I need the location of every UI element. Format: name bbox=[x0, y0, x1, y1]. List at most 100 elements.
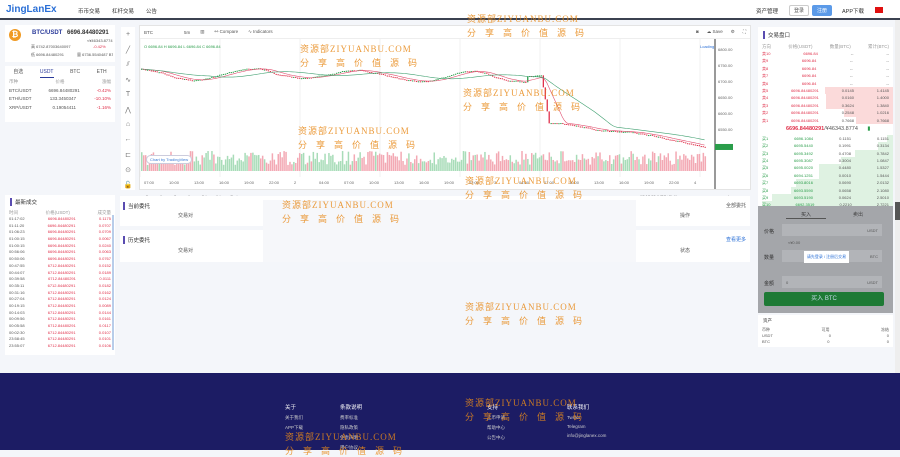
trade-row: 01:06:23 6696.84480291 0.0709 bbox=[5, 229, 115, 236]
sell-tab[interactable]: 卖出 bbox=[838, 211, 878, 218]
chart-canvas[interactable]: 6800.00 6750.00 6700.00 6650.00 6600.00 6550.… bbox=[140, 39, 750, 204]
candle bbox=[517, 81, 518, 82]
volume-bar bbox=[383, 155, 385, 171]
lock-icon[interactable]: 🔓 bbox=[123, 181, 133, 191]
trade-price: 6712.84480291 bbox=[48, 263, 76, 270]
channel-icon[interactable]: ⫽ bbox=[123, 61, 133, 71]
ruler-icon[interactable]: ⊏ bbox=[123, 151, 133, 161]
footer-link[interactable]: APP下载 bbox=[285, 425, 303, 431]
interval-select[interactable]: 5m bbox=[184, 30, 190, 35]
time-tick: 19:00 bbox=[244, 180, 255, 185]
buy-btc-button[interactable]: 买入 BTC bbox=[764, 292, 884, 306]
pattern-icon[interactable]: ⋀ bbox=[123, 106, 133, 116]
candle bbox=[395, 77, 396, 78]
candle-type-icon[interactable]: ▥ bbox=[200, 29, 204, 35]
footer-link[interactable]: 帮助中心 bbox=[487, 425, 505, 431]
asks-row[interactable]: 卖8 6696.84 -- -- bbox=[758, 65, 893, 72]
asks-row[interactable]: 卖6 6696.84 -- -- bbox=[758, 80, 893, 87]
trades-scrollbar[interactable] bbox=[112, 215, 114, 350]
asks-row[interactable]: 卖4 6696.84480291 0.0160 1.4000 bbox=[758, 94, 893, 101]
bids-row[interactable]: 买2 6695.5440 0.1991 0.3134 bbox=[758, 142, 893, 149]
footer-link[interactable]: 关于我们 bbox=[285, 415, 303, 421]
market-tab[interactable]: BTC bbox=[70, 66, 80, 78]
market-header[interactable]: 涨幅 bbox=[102, 78, 111, 87]
asks-row[interactable]: 卖10 6696.84 -- -- bbox=[758, 50, 893, 57]
measure-icon[interactable]: ⌂ bbox=[123, 121, 133, 131]
view-more-link[interactable]: 查看更多 bbox=[726, 236, 746, 243]
asks-row[interactable]: 卖5 6696.84480291 0.0145 1.4145 bbox=[758, 87, 893, 94]
settings-icon[interactable]: ⚙ bbox=[731, 29, 735, 35]
total-input[interactable]: 0 USDT bbox=[782, 276, 882, 288]
watermark: 资源部ZIYUANBU.COM bbox=[465, 300, 577, 313]
market-header[interactable]: 价格 bbox=[56, 78, 65, 87]
asks-row[interactable]: 卖3 6696.84480291 0.3624 1.3840 bbox=[758, 102, 893, 109]
nav-assets[interactable]: 资产管理 bbox=[756, 7, 778, 15]
nav-margin[interactable]: 杠杆交易 bbox=[112, 7, 134, 15]
price-input[interactable]: USDT bbox=[782, 224, 882, 236]
market-pair: BTC/USDT bbox=[9, 87, 32, 96]
market-header[interactable]: 币种 bbox=[9, 78, 18, 87]
asks-row[interactable]: 卖1 6696.84480291 0.7668 0.7668 bbox=[758, 117, 893, 124]
bids-row[interactable]: 买5 6695.0020 0.4480 1.5327 bbox=[758, 164, 893, 171]
volume-bar bbox=[699, 154, 701, 171]
page-scrollbar[interactable] bbox=[895, 20, 900, 373]
symbol-search[interactable]: BTC bbox=[144, 30, 174, 35]
bids-row[interactable]: 买1 6696.1084 0.1151 0.1151 bbox=[758, 135, 893, 142]
market-tab[interactable]: 自选 bbox=[13, 66, 23, 78]
bids-row[interactable]: 买8 6693.5590 0.0658 2.1080 bbox=[758, 187, 893, 194]
footer-link[interactable]: 公告中心 bbox=[487, 435, 505, 441]
language-flag-icon[interactable] bbox=[875, 7, 883, 13]
asks-row[interactable]: 卖7 6696.84 -- -- bbox=[758, 72, 893, 79]
text-icon[interactable]: T bbox=[123, 91, 133, 101]
nav-spot[interactable]: 币币交易 bbox=[78, 7, 100, 15]
tradingview-badge[interactable]: Chart by TradingView bbox=[146, 155, 192, 164]
back-arrow-icon[interactable]: ← bbox=[123, 136, 133, 146]
footer-link[interactable]: 隐私政策 bbox=[340, 425, 362, 431]
trade-amount: 0.0067 bbox=[99, 236, 111, 243]
crosshair-icon[interactable]: + bbox=[123, 31, 133, 41]
app-download-link[interactable]: APP下载 bbox=[842, 7, 864, 15]
bids-row[interactable]: 买9 6693.5190 0.0624 2.5010 bbox=[758, 194, 893, 201]
indicators-button[interactable]: ∿ Indicators bbox=[248, 29, 273, 35]
magnet-icon[interactable]: ⊙ bbox=[123, 166, 133, 176]
buy-tab[interactable]: 买入 bbox=[786, 211, 826, 219]
logo[interactable]: JingLanEx bbox=[6, 4, 57, 15]
candle bbox=[556, 123, 557, 124]
save-button[interactable]: ☁ Save bbox=[707, 29, 723, 35]
footer-link[interactable]: Telegram bbox=[567, 424, 606, 429]
trend-line-icon[interactable]: ╱ bbox=[123, 46, 133, 56]
all-orders-link[interactable]: 全部委托 bbox=[726, 202, 746, 209]
volume-bar bbox=[629, 157, 631, 171]
candle bbox=[611, 131, 612, 132]
footer-link[interactable]: 费率标准 bbox=[340, 415, 362, 421]
bids-row[interactable]: 买6 6694.1251 0.0010 1.5444 bbox=[758, 172, 893, 179]
market-row[interactable]: XRP/USDT 0.19054411 -1.16% bbox=[5, 104, 115, 113]
candle bbox=[330, 74, 331, 75]
footer-link[interactable]: info@jinglanex.com bbox=[567, 433, 606, 438]
login-button[interactable]: 登录 bbox=[789, 5, 809, 16]
footer-link[interactable]: 用户协议 bbox=[340, 445, 362, 451]
volume-bar bbox=[463, 151, 465, 171]
market-row[interactable]: BTC/USDT 6696.84480291 -0.42% bbox=[5, 87, 115, 96]
footer-link[interactable]: 免责声明 bbox=[340, 435, 362, 441]
asks-row[interactable]: 卖9 6696.84 -- -- bbox=[758, 57, 893, 64]
login-hint[interactable]: 请先登录 / 注册后交易 bbox=[804, 251, 849, 263]
bids-row[interactable]: 买4 6695.3087 0.3004 1.0847 bbox=[758, 157, 893, 164]
market-tab[interactable]: USDT bbox=[40, 66, 54, 78]
nav-notice[interactable]: 公告 bbox=[146, 7, 157, 15]
footer-link[interactable]: Twitter bbox=[567, 415, 606, 420]
volume-bar bbox=[416, 155, 418, 171]
bids-row[interactable]: 买7 6693.8016 0.0690 2.0132 bbox=[758, 179, 893, 186]
footer-link[interactable]: 上币申请 bbox=[487, 415, 505, 421]
bids-row[interactable]: 买3 6695.3492 0.4708 0.7842 bbox=[758, 150, 893, 157]
brush-icon[interactable]: ∿ bbox=[123, 76, 133, 86]
candle bbox=[703, 146, 704, 147]
register-button[interactable]: 注册 bbox=[812, 5, 832, 16]
compare-button[interactable]: ⚯ Compare bbox=[215, 29, 239, 35]
asks-row[interactable]: 卖2 6696.84480291 0.2548 1.0216 bbox=[758, 109, 893, 116]
market-tab[interactable]: ETH bbox=[97, 66, 107, 78]
candle bbox=[278, 74, 279, 75]
fullscreen-icon[interactable]: ⛶ bbox=[743, 29, 746, 35]
market-row[interactable]: ETH/USDT 133.3450347 -10.10% bbox=[5, 95, 115, 104]
camera-icon[interactable]: ◙ bbox=[696, 29, 699, 35]
